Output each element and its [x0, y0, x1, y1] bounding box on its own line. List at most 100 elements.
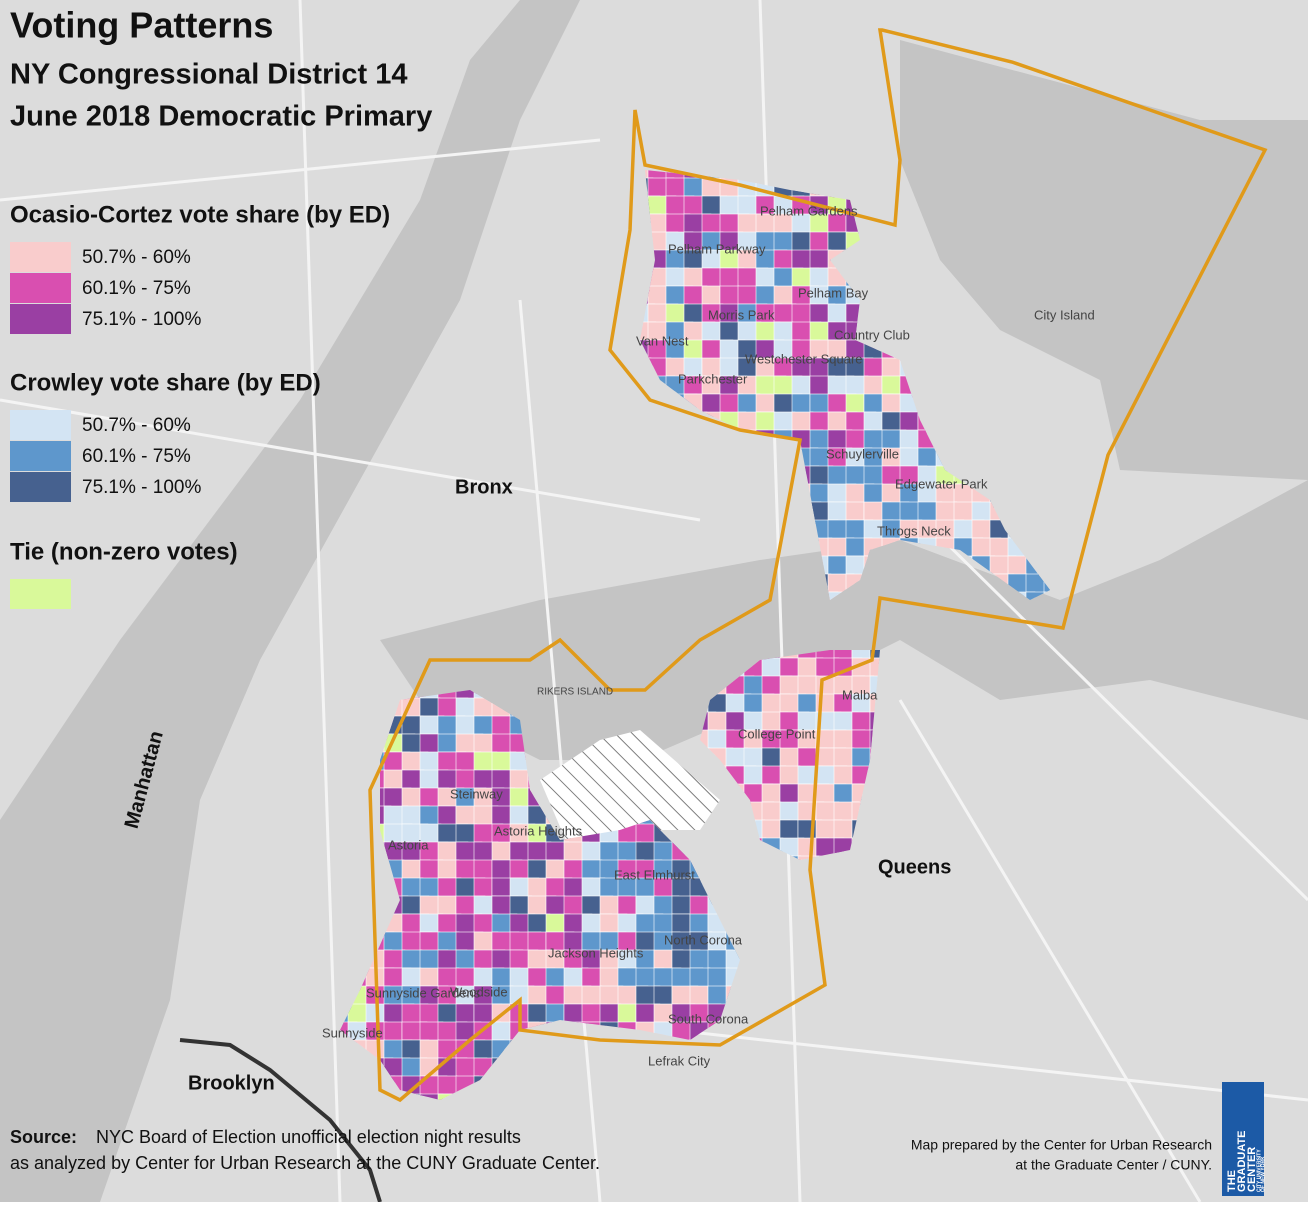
place-label: Country Club — [834, 327, 910, 342]
election-district — [401, 949, 423, 969]
election-district — [791, 231, 811, 252]
election-district — [419, 931, 441, 953]
place-label: Jackson Heights — [548, 945, 644, 960]
election-district — [581, 859, 603, 879]
place-label: Pelham Parkway — [668, 241, 766, 256]
election-district — [383, 1021, 403, 1042]
legend-swatch — [10, 579, 71, 609]
place-label: East Elmhurst — [614, 867, 695, 882]
election-district — [773, 321, 794, 342]
sound — [900, 40, 1308, 480]
election-district — [419, 1093, 444, 1100]
election-district — [797, 855, 820, 860]
place-label: Pelham Gardens — [760, 203, 858, 218]
place-label: Bronx — [455, 476, 513, 498]
legend-label: 75.1% - 100% — [82, 477, 201, 498]
place-label: Van Nest — [636, 333, 689, 348]
legend-label: 75.1% - 100% — [82, 309, 201, 330]
place-label: Edgewater Park — [895, 476, 988, 491]
election-district — [827, 231, 849, 253]
place-label: South Corona — [668, 1011, 749, 1026]
logo-box — [1222, 1082, 1264, 1196]
election-district — [869, 650, 880, 665]
legend-swatch — [10, 304, 71, 334]
legend-swatch — [10, 242, 71, 272]
credit: Map prepared by the Center for Urban Res… — [911, 1137, 1212, 1153]
logo: THE GRADUATE CENTER CITY UNIVERSITY OF N… — [1222, 1082, 1266, 1196]
title: Voting Patterns — [10, 5, 273, 46]
credit: at the Graduate Center / CUNY. — [1015, 1157, 1212, 1173]
legend-swatch — [10, 273, 71, 303]
legend-swatch — [10, 472, 71, 502]
hudson-east-river — [0, 0, 580, 1202]
election-district — [581, 967, 602, 989]
subtitle: NY Congressional District 14 — [10, 59, 408, 91]
place-label: Astoria Heights — [494, 823, 583, 838]
legend-swatch — [10, 410, 71, 440]
place-label: North Corona — [664, 932, 743, 947]
subtitle: June 2018 Democratic Primary — [10, 101, 432, 133]
legend-label: 60.1% - 75% — [82, 278, 191, 299]
election-district — [509, 787, 531, 808]
source-text: as analyzed by Center for Urban Research… — [10, 1153, 600, 1173]
legend-title: Tie (non-zero votes) — [10, 538, 238, 565]
logo-text: GRADUATE — [1236, 1130, 1248, 1192]
election-district — [419, 697, 441, 717]
legend-label: 50.7% - 60% — [82, 415, 191, 436]
election-district — [797, 675, 819, 697]
election-district — [869, 657, 880, 681]
place-label: City Island — [1034, 307, 1095, 322]
place-label: RIKERS ISLAND — [537, 687, 613, 698]
election-district — [881, 375, 903, 395]
place-label: Astoria — [388, 837, 429, 852]
place-label: Steinway — [450, 786, 503, 801]
source-text: NYC Board of Election unofficial electio… — [96, 1127, 521, 1147]
district-boundary — [368, 28, 1268, 1103]
place-label: Sunnyside Gardens — [366, 985, 481, 1000]
place-label: Westchester Square — [745, 351, 863, 366]
election-district — [845, 393, 865, 414]
place-label: Lefrak City — [648, 1053, 711, 1068]
logo-text: OF NEW YORK — [1260, 1156, 1266, 1192]
place-label: Woodside — [450, 984, 508, 999]
election-district — [755, 411, 776, 433]
source-label: Source: — [10, 1127, 77, 1147]
logo-text: THE — [1226, 1170, 1238, 1192]
place-label: Schuylerville — [826, 446, 899, 461]
legend-swatch — [10, 441, 71, 471]
borough-line — [179, 1038, 382, 1203]
election-district — [845, 501, 865, 521]
place-label: Morris Park — [708, 307, 775, 322]
place-label: Pelham Bay — [798, 285, 869, 300]
place-label: Malba — [842, 687, 878, 702]
election-district — [761, 801, 782, 823]
election-district — [869, 675, 880, 703]
legend: Ocasio-Cortez vote share (by ED) 50.7% - … — [10, 201, 390, 609]
legend-label: 60.1% - 75% — [82, 446, 191, 467]
place-label: Parkchester — [678, 371, 748, 386]
election-district — [899, 501, 921, 522]
election-district — [689, 895, 709, 916]
excluded-area — [540, 730, 720, 850]
election-district — [455, 1003, 475, 1025]
legend-label: 50.7% - 60% — [82, 247, 191, 268]
source-note: Source: NYC Board of Election unofficial… — [10, 1127, 600, 1173]
election-district — [1025, 591, 1050, 600]
election-district — [419, 1039, 440, 1060]
election-district — [473, 715, 494, 737]
place-label: Sunnyside — [322, 1025, 383, 1040]
election-district — [869, 693, 880, 714]
logo-text: CITY UNIVERSITY — [1256, 1149, 1262, 1192]
place-label: College Point — [738, 726, 816, 741]
place-label: Queens — [878, 856, 951, 878]
place-label: Brooklyn — [188, 1072, 275, 1094]
logo-text: CENTER — [1246, 1147, 1258, 1192]
election-district — [1043, 573, 1050, 599]
legend-title: Ocasio-Cortez vote share (by ED) — [10, 201, 390, 228]
place-label: Throgs Neck — [877, 523, 951, 538]
legend-title: Crowley vote share (by ED) — [10, 369, 321, 396]
election-district — [437, 733, 458, 753]
election-district — [437, 1075, 458, 1095]
